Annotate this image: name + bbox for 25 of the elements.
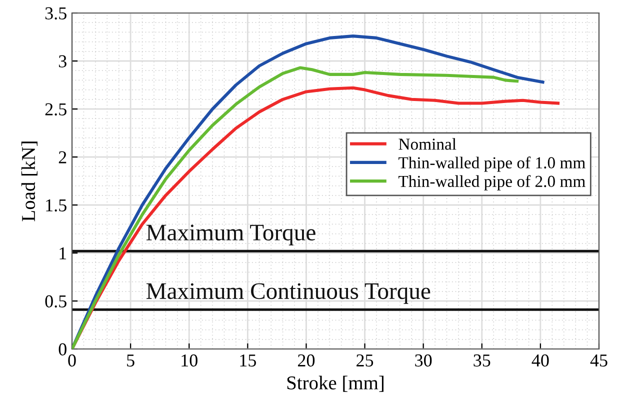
legend-label: Nominal bbox=[398, 138, 456, 150]
y-tick-label: 1.5 bbox=[46, 199, 66, 212]
x-tick-label: 5 bbox=[127, 354, 134, 367]
y-axis-title: Load [kN] bbox=[21, 142, 38, 222]
x-tick-label: 20 bbox=[298, 354, 315, 367]
legend-label: Thin-walled pipe of 2.0 mm bbox=[398, 175, 586, 190]
y-tick-label: 2 bbox=[58, 151, 66, 164]
y-tick-label: 0 bbox=[58, 343, 66, 356]
x-tick-label: 15 bbox=[240, 354, 256, 367]
y-tick-label: 0.5 bbox=[45, 295, 66, 308]
x-tick-label: 35 bbox=[474, 354, 490, 367]
x-tick-label: 30 bbox=[415, 354, 432, 367]
y-tick-label: 3 bbox=[58, 55, 66, 68]
legend-label: Thin-walled pipe of 1.0 mm bbox=[398, 156, 586, 172]
x-tick-label: 40 bbox=[532, 354, 549, 367]
x-tick-label: 45 bbox=[590, 354, 608, 367]
ref-line-label: Maximum Torque bbox=[146, 224, 316, 246]
x-axis-title: Stroke [mm] bbox=[287, 376, 384, 392]
y-tick-label: 3.5 bbox=[45, 7, 66, 20]
y-tick-label: 1 bbox=[60, 247, 66, 260]
x-tick-label: 0 bbox=[68, 354, 76, 367]
ref-line-label: Maximum Continuous Torque bbox=[146, 283, 430, 304]
x-tick-label: 25 bbox=[356, 354, 374, 367]
x-tick-label: 10 bbox=[182, 354, 198, 367]
y-tick-label: 2.5 bbox=[45, 103, 66, 116]
